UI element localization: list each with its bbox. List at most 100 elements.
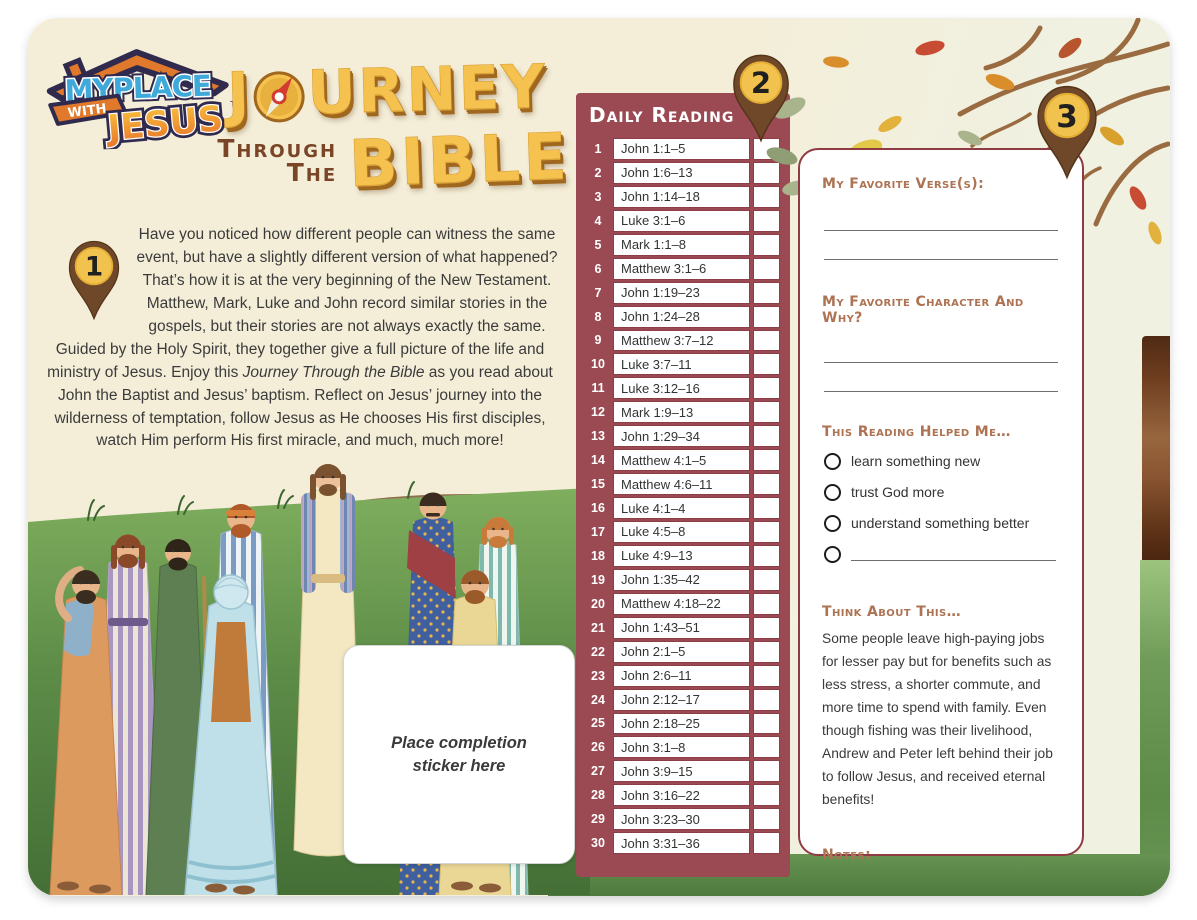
reading-checkbox[interactable] (753, 473, 780, 496)
reading-reference: John 3:23–30 (613, 808, 750, 831)
day-number: 26 (591, 740, 605, 755)
radio-circle[interactable] (824, 514, 841, 532)
radio-circle[interactable] (824, 545, 841, 563)
reading-reference: John 1:24–28 (613, 305, 750, 328)
reading-checkbox[interactable] (753, 664, 780, 687)
worksheet-page: MYPLACE MYPLACE WITH JESUS JESUS TM J UR… (28, 18, 1170, 896)
reading-reference: Matthew 4:18–22 (613, 592, 750, 615)
reading-checkbox[interactable] (753, 736, 780, 759)
reading-reference: John 1:6–13 (613, 161, 750, 184)
reading-reference: Mark 1:9–13 (613, 401, 750, 424)
reading-checkbox[interactable] (753, 760, 780, 783)
table-row: 17 Luke 4:5–8 (586, 520, 780, 544)
notes-label: Notes: (822, 847, 872, 864)
table-row: 22 John 2:1–5 (586, 640, 780, 664)
reading-checkbox[interactable] (753, 449, 780, 472)
table-row: 7 John 1:19–23 (586, 281, 780, 305)
day-number: 11 (591, 381, 605, 396)
table-row: 8 John 1:24–28 (586, 305, 780, 329)
reading-checkbox[interactable] (753, 832, 780, 855)
day-number: 23 (591, 668, 605, 683)
reading-checkbox[interactable] (753, 185, 780, 208)
title-journey-pre: J (226, 59, 253, 131)
reading-reference: John 3:31–36 (613, 832, 750, 855)
day-number: 20 (591, 596, 605, 611)
reading-checkbox[interactable] (753, 640, 780, 663)
day-number: 5 (594, 237, 602, 252)
favorite-verse-line-2[interactable] (824, 247, 1058, 260)
reading-checkbox[interactable] (753, 521, 780, 543)
radio-circle[interactable] (824, 452, 841, 470)
table-row: 29 John 3:23–30 (586, 807, 780, 831)
helped-option-row: understand something better (822, 513, 1060, 533)
day-number: 12 (591, 405, 605, 420)
reading-checkbox[interactable] (753, 616, 780, 639)
completion-sticker-box[interactable]: Place completion sticker here (343, 645, 575, 864)
daily-reading-header: Daily Reading (589, 103, 735, 127)
helped-option-label: understand something better (851, 515, 1030, 531)
table-row: 23 John 2:6–11 (586, 664, 780, 688)
tree-trunk-decoration (1142, 336, 1170, 562)
day-number: 13 (591, 429, 605, 444)
reading-checkbox[interactable] (753, 688, 780, 711)
favorite-character-line-2[interactable] (824, 379, 1058, 392)
reading-reference: Matthew 4:1–5 (613, 449, 750, 472)
reading-checkbox[interactable] (753, 209, 780, 232)
reading-reference: John 2:1–5 (613, 640, 750, 663)
table-row: 16 Luke 4:1–4 (586, 496, 780, 520)
intro-text-italic: Journey Through the Bible (242, 363, 425, 381)
day-number: 21 (591, 620, 605, 635)
day-number: 1 (594, 141, 602, 156)
reading-checkbox[interactable] (753, 281, 780, 304)
reading-checkbox[interactable] (753, 377, 780, 400)
marker-pin-2: 2 (733, 54, 789, 143)
reading-checkbox[interactable] (753, 161, 780, 184)
reading-checkbox[interactable] (753, 568, 780, 591)
favorite-verse-label: My Favorite Verse(s): (822, 176, 985, 192)
day-number: 25 (591, 716, 605, 731)
reading-checkbox[interactable] (753, 497, 780, 519)
reading-checkbox[interactable] (753, 353, 780, 376)
table-row: 10 Luke 3:7–11 (586, 352, 780, 376)
marker-pin-1: 1 (68, 240, 120, 321)
reading-reference: John 3:16–22 (613, 784, 750, 807)
logo-tm: TM (229, 99, 242, 108)
favorite-verse-line-1[interactable] (824, 218, 1058, 231)
table-row: 6 Matthew 3:1–6 (586, 257, 780, 281)
my-place-with-jesus-logo: MYPLACE MYPLACE WITH JESUS JESUS TM (46, 49, 242, 152)
table-row: 27 John 3:9–15 (586, 759, 780, 783)
reading-reference: Luke 3:7–11 (613, 353, 750, 376)
svg-text:2: 2 (751, 66, 771, 100)
reading-checkbox[interactable] (753, 544, 780, 567)
day-number: 2 (594, 165, 602, 180)
reading-checkbox[interactable] (753, 233, 780, 256)
sticker-box-label: Place completion sticker here (391, 734, 527, 775)
reading-checkbox[interactable] (753, 425, 780, 448)
table-row: 15 Matthew 4:6–11 (586, 472, 780, 496)
day-number: 30 (591, 836, 605, 851)
reading-checkbox[interactable] (753, 305, 780, 328)
table-row: 30 John 3:31–36 (586, 831, 780, 855)
reading-checkbox[interactable] (753, 329, 780, 352)
reading-reference: John 3:9–15 (613, 760, 750, 783)
reading-checkbox[interactable] (753, 257, 780, 280)
reading-checkbox[interactable] (753, 712, 780, 735)
reading-reference: John 1:14–18 (613, 185, 750, 208)
day-number: 29 (591, 812, 605, 827)
radio-circle[interactable] (824, 483, 841, 501)
reading-checkbox[interactable] (753, 592, 780, 615)
notes-line-1[interactable] (824, 887, 1058, 896)
reading-checkbox[interactable] (753, 401, 780, 424)
title-journey: J URNEY (197, 51, 577, 131)
day-number: 18 (591, 548, 605, 563)
day-number: 15 (591, 477, 605, 492)
day-number: 3 (594, 189, 602, 204)
favorite-character-line-1[interactable] (824, 350, 1058, 363)
reading-checkbox[interactable] (753, 808, 780, 831)
helped-me-label: This Reading Helped Me… (822, 424, 1011, 440)
logo-with-text: WITH (67, 102, 107, 122)
helped-option-write-in-line[interactable] (851, 548, 1056, 561)
reading-checkbox[interactable] (753, 784, 780, 807)
reading-reference: John 2:12–17 (613, 688, 750, 711)
table-row: 12 Mark 1:9–13 (586, 400, 780, 424)
